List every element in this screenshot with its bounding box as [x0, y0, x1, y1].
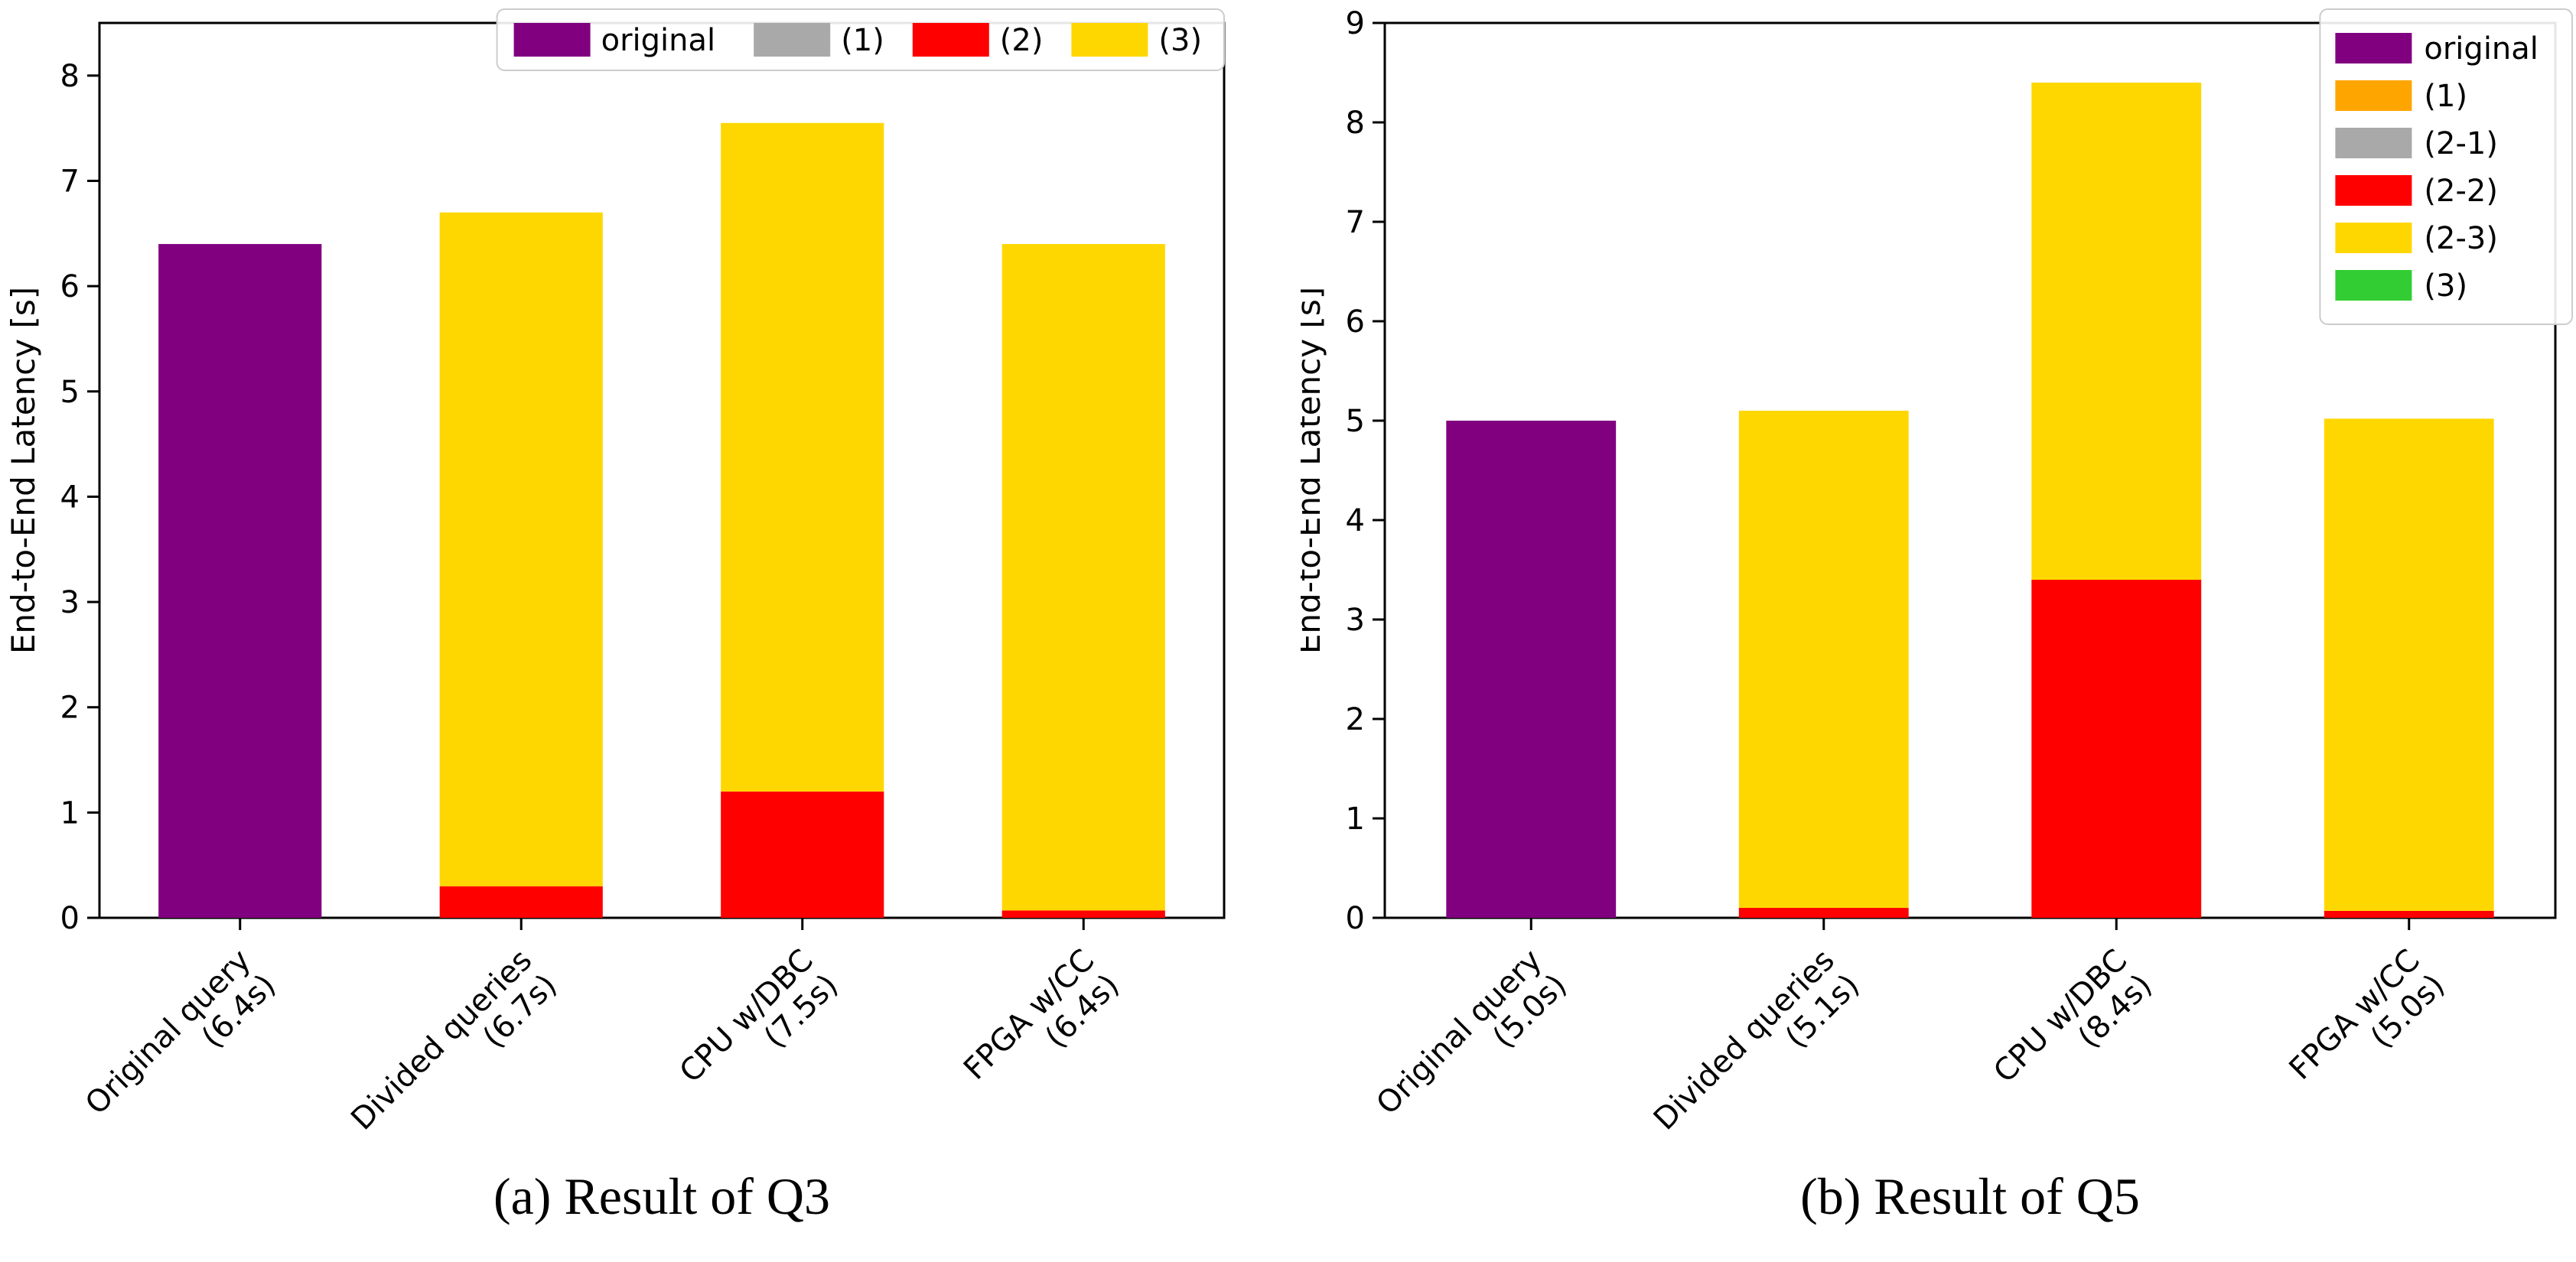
bar-segment — [1446, 421, 1617, 918]
legend-swatch — [2335, 175, 2412, 206]
bar-segment — [2031, 83, 2202, 580]
legend-swatch — [513, 23, 591, 57]
y-tick-label: 1 — [60, 795, 80, 831]
legend-label: (1) — [2424, 79, 2467, 114]
x-tick-label: Original query(5.0s) — [1369, 943, 1573, 1147]
y-tick-label: 7 — [1346, 205, 1365, 240]
x-tick-label: Divided queries(5.1s) — [1647, 943, 1866, 1162]
legend-label: (3) — [1158, 23, 1202, 58]
bar-segment — [2324, 910, 2494, 918]
bar-segment — [721, 122, 884, 792]
y-tick-label: 1 — [1346, 802, 1365, 837]
legend-swatch — [2335, 33, 2412, 63]
bar-segment — [2031, 580, 2202, 918]
legend-label: original — [2424, 31, 2539, 67]
x-tick-label: FPGA w/CC(5.0s) — [2283, 943, 2452, 1112]
legend-box — [496, 8, 1225, 71]
legend-swatch — [2335, 223, 2412, 253]
bar-segment — [1001, 244, 1165, 911]
legend-swatch — [754, 23, 831, 57]
y-tick-label: 5 — [60, 375, 80, 410]
legend-swatch — [2335, 80, 2412, 111]
legend-label: (2-2) — [2424, 174, 2498, 209]
x-tick-label: CPU w/DBC(8.4s) — [1987, 943, 2159, 1115]
y-axis-label: End-to-End Latency [s] — [5, 287, 42, 654]
legend-label: (2) — [1000, 23, 1044, 58]
y-tick-label: 8 — [60, 59, 80, 94]
chart-q3: 0 1 2 3 4 5 6 7 8 End-to-End Latency [s] Original … — [5, 8, 1226, 1162]
bar-segment — [721, 791, 884, 918]
bar-segment — [1738, 411, 1909, 908]
bar-segment — [439, 212, 603, 886]
x-tick-label: Divided queries(6.7s) — [344, 943, 563, 1162]
legend-label: (3) — [2424, 268, 2467, 304]
legend-swatch — [2335, 128, 2412, 158]
x-tick-label: Original query(6.4s) — [79, 943, 282, 1147]
legend-swatch — [1071, 23, 1148, 57]
y-tick-label: 2 — [1346, 702, 1365, 737]
bar-segment — [439, 886, 603, 918]
caption-b: (b) Result of Q5 — [1800, 1167, 2140, 1225]
y-axis-label: End-to-End Latency [s] — [1301, 287, 1327, 654]
y-tick-label: 5 — [1346, 404, 1365, 439]
bar-segment — [158, 244, 322, 918]
legend-label: (1) — [841, 23, 884, 58]
y-tick-label: 3 — [60, 585, 80, 620]
x-tick-label: FPGA w/CC(6.4s) — [957, 943, 1126, 1112]
bar-segment — [2324, 418, 2494, 911]
y-tick-label: 7 — [60, 164, 80, 199]
bar-segment — [1738, 908, 1909, 918]
y-tick-label: 8 — [1346, 106, 1365, 141]
legend-label: (2-1) — [2424, 126, 2498, 161]
legend-label: (2-3) — [2424, 221, 2498, 256]
y-tick-label: 2 — [60, 691, 80, 726]
y-tick-label: 0 — [1346, 901, 1365, 936]
legend-label: original — [601, 23, 716, 58]
y-tick-label: 6 — [1346, 304, 1365, 340]
caption-a: (a) Result of Q3 — [493, 1167, 830, 1225]
bar-segment — [1001, 910, 1165, 918]
legend-swatch — [912, 23, 989, 57]
y-tick-label: 4 — [60, 480, 80, 515]
legend-swatch — [2335, 270, 2412, 301]
plot-area-border — [1383, 21, 2557, 919]
y-tick-label: 3 — [1346, 603, 1365, 638]
chart-q5: 0 1 2 3 4 5 6 7 8 9 End-to-End Latency [s] Original… — [1301, 6, 2574, 1162]
y-tick-label: 4 — [1346, 503, 1365, 538]
x-tick-label: CPU w/DBC(7.5s) — [673, 943, 845, 1115]
y-tick-label: 6 — [60, 269, 80, 304]
y-tick-label: 9 — [1346, 6, 1365, 41]
y-tick-label: 0 — [60, 901, 80, 936]
